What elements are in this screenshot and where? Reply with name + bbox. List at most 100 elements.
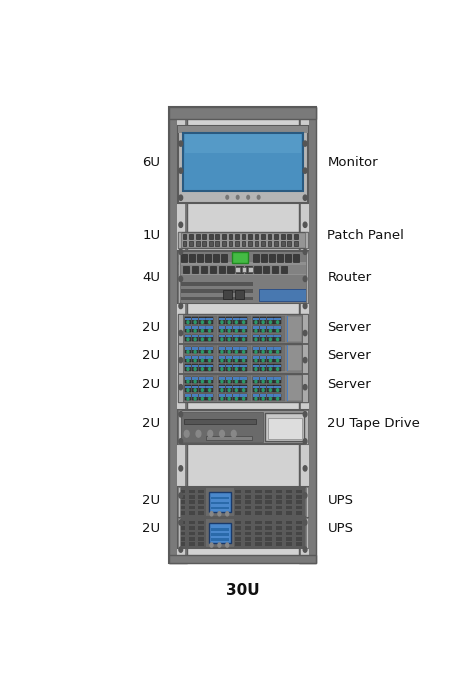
- Bar: [178, 232, 308, 247]
- Bar: [233, 385, 239, 388]
- Bar: [198, 511, 204, 514]
- Circle shape: [179, 493, 182, 498]
- Bar: [219, 318, 225, 324]
- Circle shape: [226, 543, 228, 547]
- Bar: [207, 318, 213, 320]
- Bar: [178, 251, 308, 304]
- Bar: [306, 487, 308, 516]
- Bar: [253, 394, 259, 397]
- Bar: [191, 297, 195, 300]
- Bar: [191, 282, 195, 286]
- Circle shape: [194, 397, 196, 400]
- Bar: [260, 356, 266, 362]
- Circle shape: [303, 412, 307, 417]
- Bar: [186, 297, 191, 300]
- Bar: [233, 356, 239, 362]
- Bar: [187, 114, 299, 556]
- Bar: [275, 495, 282, 498]
- Circle shape: [277, 350, 279, 353]
- Bar: [287, 375, 302, 401]
- Bar: [219, 377, 225, 383]
- Bar: [189, 489, 195, 493]
- Bar: [240, 377, 247, 383]
- Bar: [182, 297, 186, 300]
- Bar: [204, 289, 209, 293]
- Bar: [237, 266, 243, 272]
- Bar: [219, 347, 225, 350]
- Bar: [179, 489, 185, 493]
- Bar: [198, 495, 204, 498]
- Circle shape: [277, 338, 279, 341]
- Bar: [235, 489, 241, 493]
- Text: 2U: 2U: [142, 493, 160, 506]
- Bar: [209, 282, 213, 286]
- Bar: [219, 266, 225, 272]
- Bar: [189, 537, 195, 541]
- Bar: [235, 506, 241, 509]
- Bar: [253, 377, 259, 380]
- Bar: [219, 347, 225, 354]
- Bar: [184, 345, 218, 371]
- Bar: [213, 289, 218, 293]
- Bar: [192, 347, 198, 350]
- Circle shape: [196, 431, 201, 437]
- Circle shape: [228, 368, 230, 370]
- Bar: [260, 347, 266, 354]
- Bar: [219, 326, 225, 333]
- Bar: [235, 521, 241, 525]
- Bar: [253, 364, 259, 367]
- Bar: [199, 377, 206, 383]
- Bar: [169, 107, 316, 118]
- Bar: [245, 495, 251, 498]
- Bar: [287, 234, 291, 239]
- Bar: [296, 489, 302, 493]
- Circle shape: [218, 543, 221, 547]
- Circle shape: [303, 222, 307, 227]
- Bar: [178, 374, 308, 402]
- Bar: [265, 495, 272, 498]
- Circle shape: [269, 359, 271, 362]
- Bar: [274, 326, 281, 333]
- Bar: [226, 394, 232, 400]
- Bar: [228, 241, 232, 246]
- Bar: [261, 234, 265, 239]
- Bar: [245, 489, 251, 493]
- Bar: [253, 326, 259, 333]
- Bar: [233, 318, 239, 320]
- Bar: [245, 542, 251, 546]
- Bar: [275, 500, 282, 504]
- Bar: [245, 511, 251, 514]
- Bar: [275, 506, 282, 509]
- Bar: [260, 335, 266, 341]
- Bar: [275, 531, 282, 535]
- Bar: [219, 364, 225, 370]
- Bar: [233, 356, 239, 358]
- Bar: [199, 327, 206, 329]
- Bar: [207, 347, 213, 354]
- Bar: [199, 318, 206, 320]
- Bar: [185, 385, 191, 388]
- Bar: [287, 316, 302, 341]
- Bar: [189, 234, 193, 239]
- Bar: [219, 394, 225, 397]
- Bar: [199, 356, 206, 358]
- Bar: [234, 487, 305, 516]
- Bar: [185, 394, 191, 400]
- Text: Server: Server: [328, 321, 371, 334]
- Bar: [219, 335, 225, 337]
- Bar: [265, 500, 272, 504]
- Circle shape: [179, 249, 182, 254]
- Bar: [178, 518, 206, 548]
- Circle shape: [179, 466, 182, 471]
- Bar: [228, 266, 234, 272]
- Bar: [274, 318, 281, 320]
- Bar: [255, 489, 262, 493]
- Bar: [192, 385, 198, 391]
- Bar: [260, 385, 266, 388]
- Bar: [267, 327, 273, 329]
- Bar: [235, 266, 240, 272]
- Bar: [240, 326, 247, 333]
- Bar: [227, 289, 231, 293]
- Circle shape: [303, 141, 307, 146]
- Circle shape: [201, 380, 203, 383]
